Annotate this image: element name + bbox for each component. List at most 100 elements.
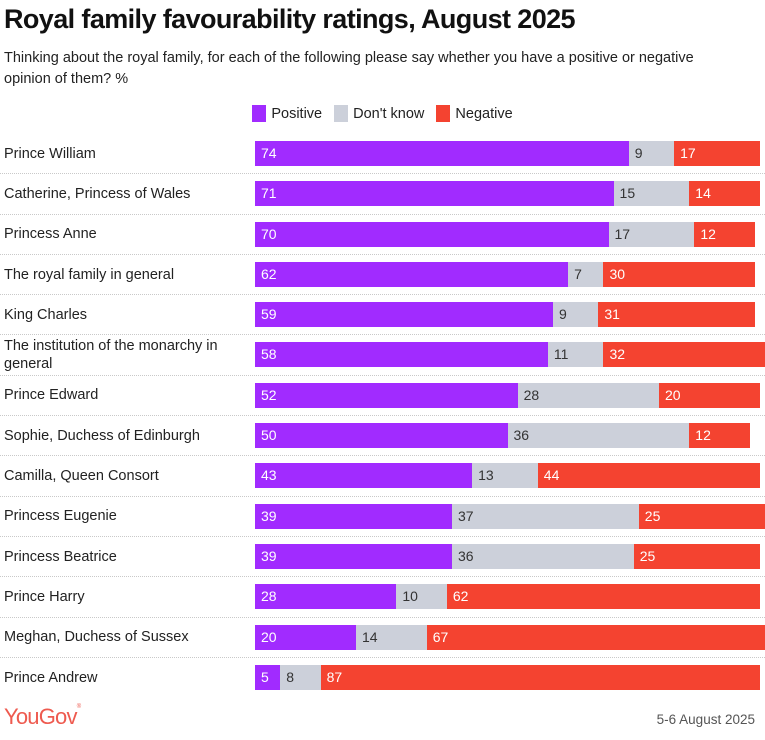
bar-segment-pos: 50 (255, 423, 508, 449)
bar-segment-neg: 14 (689, 181, 760, 207)
stacked-bar: 43 13 44 (255, 463, 760, 489)
category-label: The institution of the monarchy in gener… (4, 338, 218, 373)
chart-row: Prince Andrew 5 8 87 (0, 658, 765, 697)
category-label: Princess Beatrice (4, 548, 117, 565)
bar-segment-neg: 31 (598, 302, 755, 328)
stacked-bar: 52 28 20 (255, 382, 760, 408)
bar-segment-neg: 67 (426, 624, 765, 650)
bar-segment-neg: 12 (689, 423, 750, 449)
category-label: Catherine, Princess of Wales (4, 185, 191, 202)
category-label: Prince Edward (4, 387, 99, 404)
category-label: Prince Andrew (4, 669, 98, 686)
category-label: Princess Eugenie (4, 508, 117, 525)
chart-rows: Prince William 74 9 17 Catherine, Princess o… (0, 134, 765, 697)
bar-segment-neg: 17 (674, 141, 760, 166)
legend-label-positive: Positive (271, 105, 323, 122)
category-label: Camilla, Queen Consort (4, 468, 159, 485)
legend-label-negative: Negative (455, 105, 513, 122)
category-label: Sophie, Duchess of Edinburgh (4, 427, 200, 444)
legend-swatch-dont-know (334, 105, 349, 122)
bar-segment-dk: 9 (552, 302, 599, 328)
bar-segment-pos: 5 (255, 664, 281, 690)
chart-row: Princess Anne 70 17 12 (0, 215, 765, 255)
brand-mark: ® (76, 704, 81, 710)
bar-segment-neg: 32 (603, 342, 765, 368)
stacked-bar: 5 8 87 (255, 664, 760, 690)
bar-segment-pos: 52 (255, 382, 518, 408)
bar-segment-neg: 25 (633, 543, 760, 569)
brand-name: YouGov (4, 704, 77, 729)
legend: Positive Don't know Negative (0, 105, 765, 122)
bar-segment-neg: 30 (603, 261, 755, 287)
chart-row: Princess Beatrice 39 36 25 (0, 537, 765, 578)
category-label: King Charles (4, 306, 88, 323)
chart-row: King Charles 59 9 31 (0, 295, 765, 336)
legend-item-negative: Negative (436, 105, 513, 122)
stacked-bar: 39 37 25 (255, 503, 765, 529)
yougov-logo: YouGov® (4, 704, 81, 730)
chart-row: Catherine, Princess of Wales 71 15 14 (0, 174, 765, 215)
category-label: Prince Harry (4, 588, 85, 605)
bar-segment-pos: 62 (255, 261, 569, 287)
chart-row: Prince William 74 9 17 (0, 134, 765, 175)
bar-segment-pos: 28 (255, 584, 397, 610)
bar-segment-neg: 20 (658, 382, 760, 408)
bar-segment-pos: 39 (255, 543, 452, 569)
bar-segment-pos: 70 (255, 221, 609, 247)
bar-segment-neg: 44 (537, 463, 760, 489)
stacked-bar: 39 36 25 (255, 543, 760, 569)
bar-segment-neg: 12 (694, 221, 755, 247)
bar-segment-neg: 62 (446, 584, 760, 610)
bar-segment-pos: 58 (255, 342, 548, 368)
bar-segment-neg: 25 (638, 503, 765, 529)
chart-row: Sophie, Duchess of Edinburgh 50 36 12 (0, 416, 765, 457)
chart-title: Royal family favourability ratings, Augu… (4, 4, 576, 34)
stacked-bar: 20 14 67 (255, 624, 765, 650)
bar-segment-dk: 15 (613, 181, 690, 207)
category-label: Prince William (4, 145, 96, 162)
bar-segment-dk: 17 (608, 221, 695, 247)
bar-segment-pos: 59 (255, 302, 553, 328)
stacked-bar: 62 7 30 (255, 261, 755, 287)
chart-row: The royal family in general 62 7 30 (0, 255, 765, 296)
bar-segment-pos: 71 (255, 181, 614, 207)
bar-segment-dk: 28 (517, 382, 659, 408)
bar-segment-pos: 20 (255, 624, 356, 650)
bar-segment-pos: 39 (255, 503, 452, 529)
bar-segment-dk: 7 (568, 261, 604, 287)
bar-segment-dk: 14 (356, 624, 427, 650)
chart-subtitle: Thinking about the royal family, for eac… (4, 50, 694, 87)
category-label: Princess Anne (4, 226, 97, 243)
bar-segment-dk: 37 (451, 503, 639, 529)
stacked-bar: 70 17 12 (255, 221, 755, 247)
stacked-bar: 71 15 14 (255, 181, 760, 207)
legend-label-dont-know: Don't know (353, 105, 425, 122)
stacked-bar: 28 10 62 (255, 584, 760, 610)
chart-row: Princess Eugenie 39 37 25 (0, 497, 765, 537)
bar-segment-pos: 43 (255, 463, 473, 489)
stacked-bar: 50 36 12 (255, 423, 750, 449)
category-label: Meghan, Duchess of Sussex (4, 629, 189, 646)
category-label: The royal family in general (4, 266, 175, 283)
bar-segment-dk: 9 (628, 141, 675, 166)
bar-segment-pos: 74 (255, 141, 629, 166)
legend-swatch-positive (252, 105, 267, 122)
bar-segment-dk: 36 (507, 423, 690, 449)
chart-row: The institution of the monarchy in gener… (0, 335, 765, 376)
legend-item-dont-know: Don't know (334, 105, 424, 122)
legend-swatch-negative (436, 105, 451, 122)
bar-segment-dk: 13 (472, 463, 538, 489)
chart-row: Meghan, Duchess of Sussex 20 14 67 (0, 618, 765, 658)
stacked-bar: 59 9 31 (255, 302, 755, 328)
stacked-bar: 74 9 17 (255, 141, 760, 166)
bar-segment-dk: 10 (396, 584, 447, 610)
stacked-bar: 58 11 32 (255, 342, 765, 368)
legend-item-positive: Positive (252, 105, 322, 122)
bar-segment-dk: 11 (547, 342, 604, 368)
chart-row: Prince Edward 52 28 20 (0, 376, 765, 417)
chart-row: Prince Harry 28 10 62 (0, 577, 765, 618)
bar-segment-dk: 8 (280, 664, 321, 690)
bar-segment-neg: 87 (320, 664, 760, 690)
chart-row: Camilla, Queen Consort 43 13 44 (0, 456, 765, 497)
survey-date: 5-6 August 2025 (656, 712, 755, 727)
